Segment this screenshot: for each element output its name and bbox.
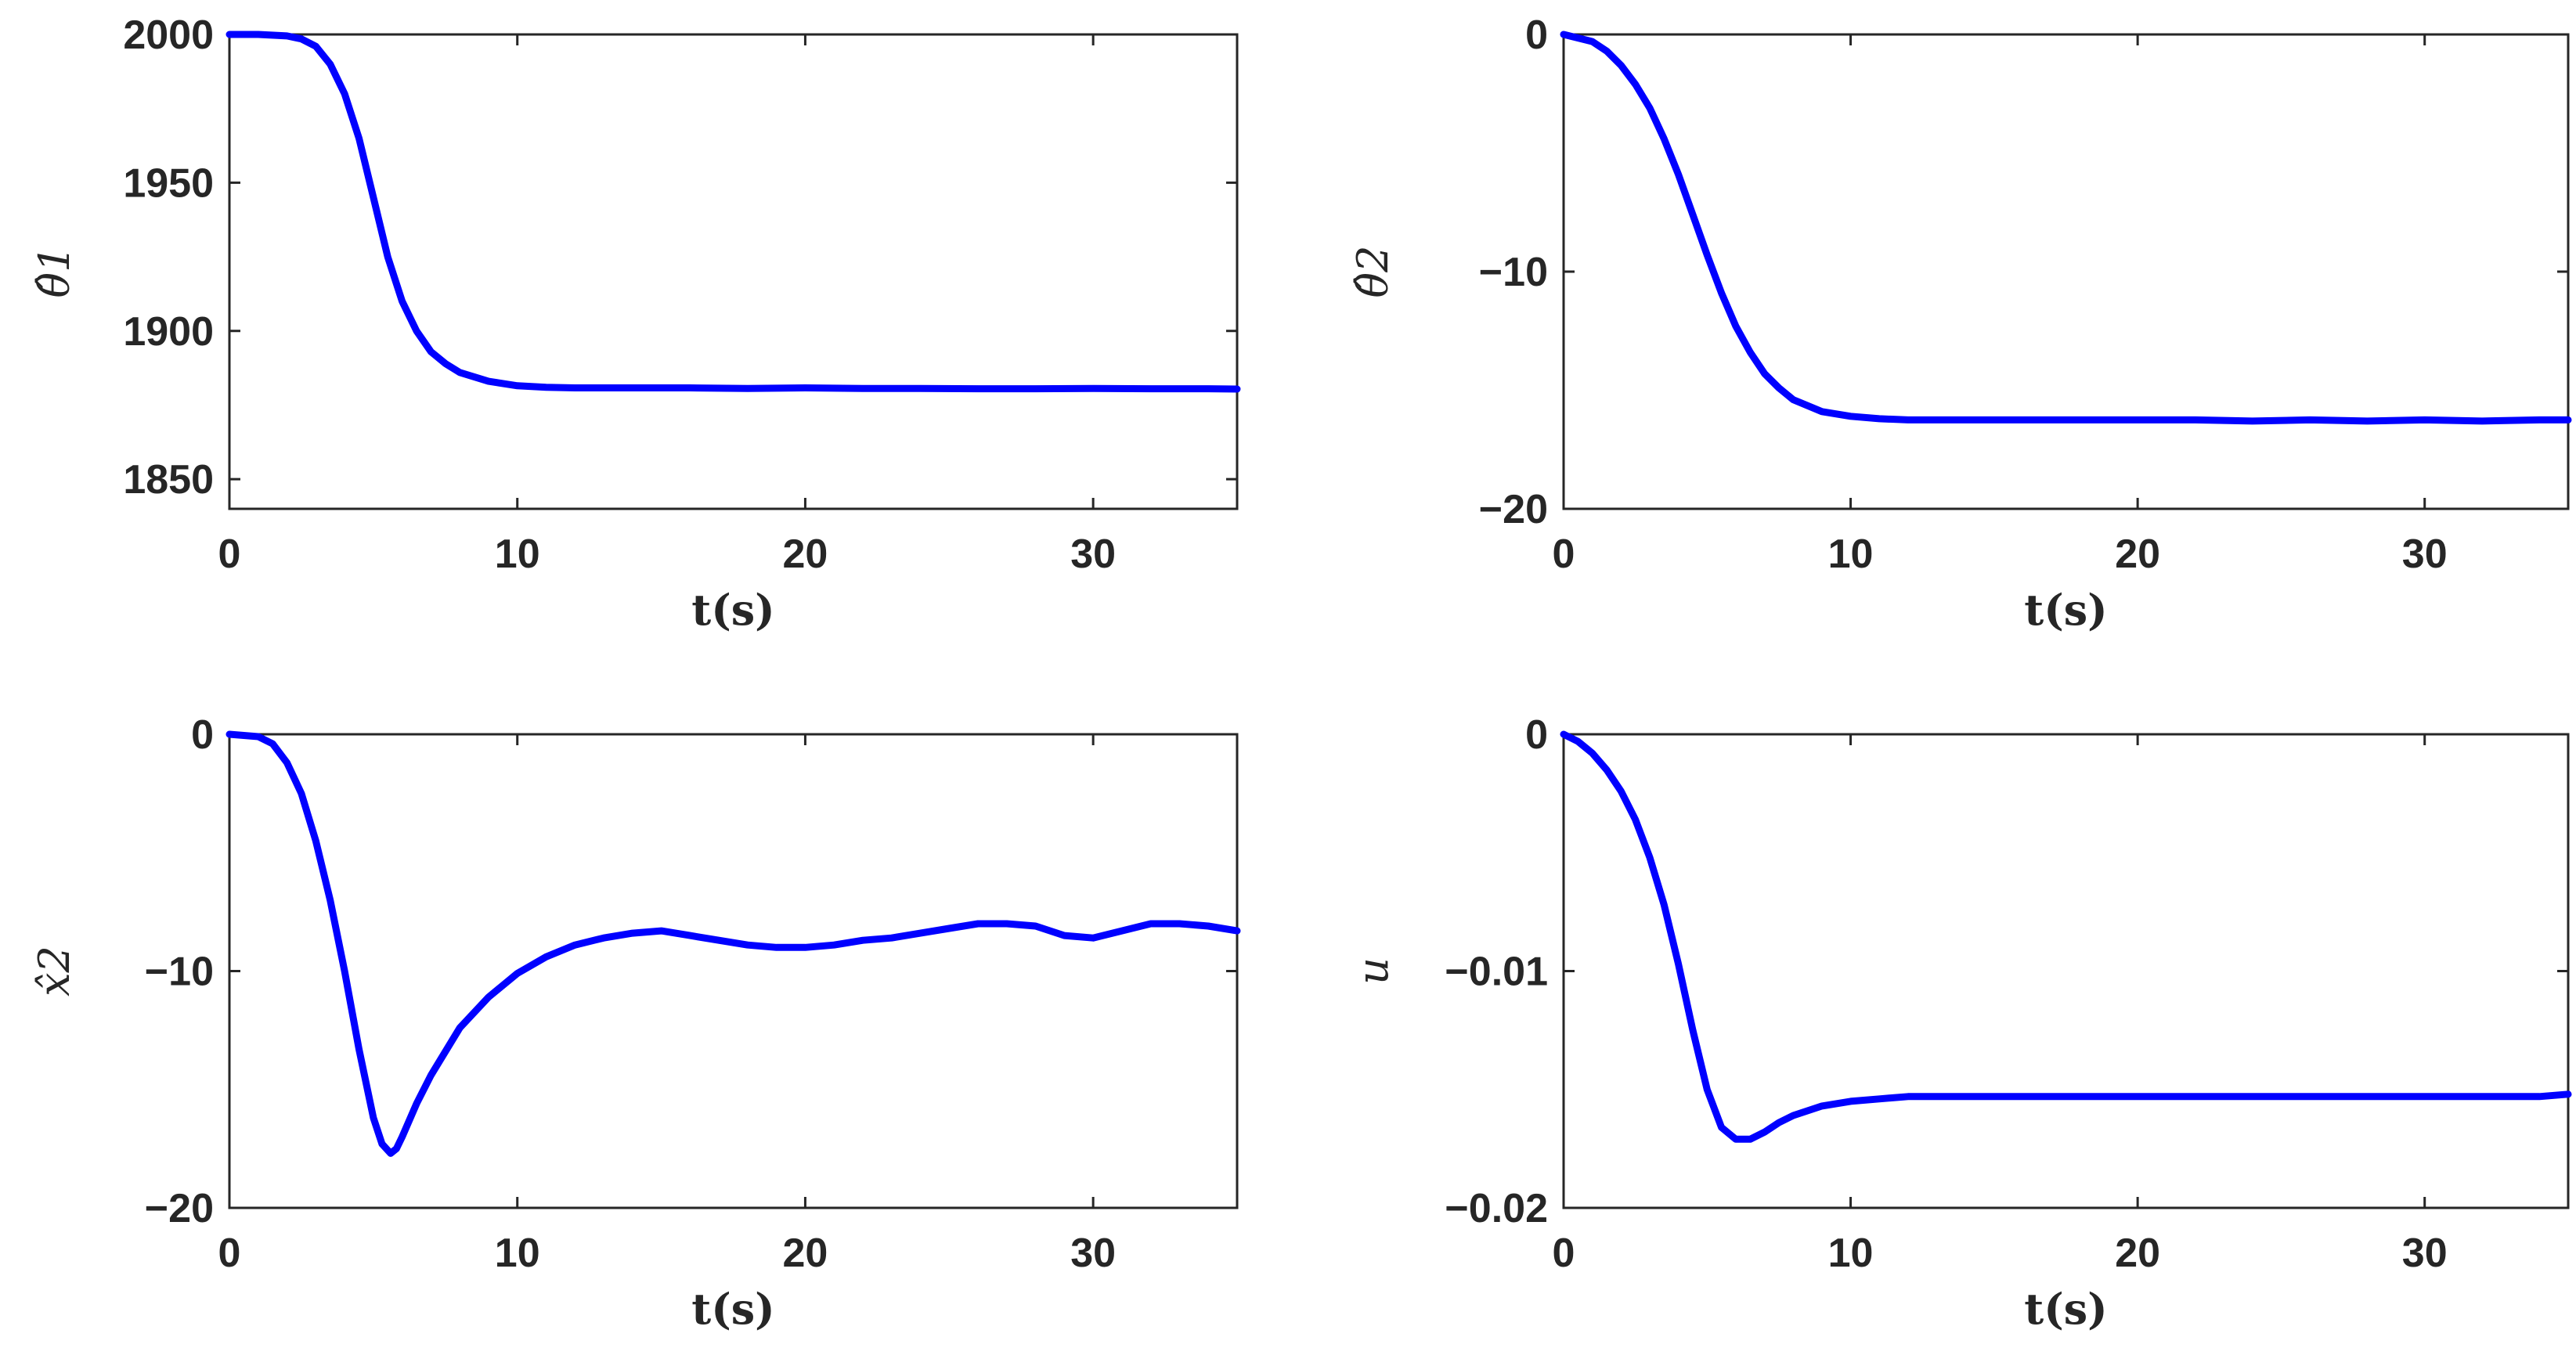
x-tick-label: 20 xyxy=(783,1231,828,1276)
subplot-3: 0 10 20 30 −20 −10 0 t(s) x̂2 xyxy=(30,712,1241,1334)
x-tick-label: 0 xyxy=(218,532,241,577)
series-line xyxy=(225,31,1241,393)
x-tick-label: 20 xyxy=(783,532,828,577)
x-axis-label: t(s) xyxy=(2024,1284,2107,1334)
y-tick-label: −10 xyxy=(1479,250,1548,295)
y-axis-label: u xyxy=(1348,957,1398,985)
y-tick-label: 0 xyxy=(1525,13,1548,58)
axes-frame xyxy=(1562,733,2570,1209)
y-tick-label: 1850 xyxy=(123,457,214,503)
y-tick-label: −20 xyxy=(145,1186,214,1231)
x-axis-label: t(s) xyxy=(691,1284,774,1334)
subplot-2: 0 10 20 30 −20 −10 0 t(s) θ̂2 xyxy=(1348,13,2572,635)
x-tick-label: 10 xyxy=(1828,1231,1874,1276)
y-tick-label: 0 xyxy=(191,712,214,758)
x-tick-label: 20 xyxy=(2115,1231,2160,1276)
series-line xyxy=(1560,730,2572,1143)
x-tick-label: 0 xyxy=(218,1231,241,1276)
x-tick-label: 0 xyxy=(1553,532,1575,577)
y-tick-label: 1950 xyxy=(123,160,214,206)
x-tick-label: 10 xyxy=(495,1231,540,1276)
x-tick-label: 0 xyxy=(1553,1231,1575,1276)
y-axis-label: θ̂2 xyxy=(1348,246,1398,298)
subplot-1: 0 10 20 30 1850 1900 1950 2000 t(s) θ̂1 xyxy=(30,13,1241,635)
y-axis-label: θ̂1 xyxy=(30,246,79,298)
y-tick-label: 0 xyxy=(1525,712,1548,758)
y-tick-label: −0.02 xyxy=(1445,1186,1548,1231)
x-tick-label: 20 xyxy=(2115,532,2160,577)
x-tick-label: 30 xyxy=(2402,532,2448,577)
y-axis-label: x̂2 xyxy=(30,946,79,997)
axes-frame xyxy=(228,33,1239,510)
x-axis-label: t(s) xyxy=(691,585,774,635)
y-tick-label: −0.01 xyxy=(1445,950,1548,995)
x-tick-label: 30 xyxy=(1070,532,1116,577)
x-axis-label: t(s) xyxy=(2024,585,2107,635)
y-tick-label: −20 xyxy=(1479,487,1548,532)
x-tick-label: 10 xyxy=(1828,532,1874,577)
x-tick-label: 30 xyxy=(2402,1231,2448,1276)
x-tick-label: 30 xyxy=(1070,1231,1116,1276)
series-line xyxy=(225,730,1241,1157)
subplot-4: 0 10 20 30 −0.02 −0.01 0 t(s) u xyxy=(1348,712,2572,1334)
series-line xyxy=(1560,31,2572,425)
y-tick-label: 1900 xyxy=(123,309,214,355)
y-tick-label: −10 xyxy=(145,950,214,995)
y-tick-label: 2000 xyxy=(123,13,214,58)
x-tick-label: 10 xyxy=(495,532,540,577)
